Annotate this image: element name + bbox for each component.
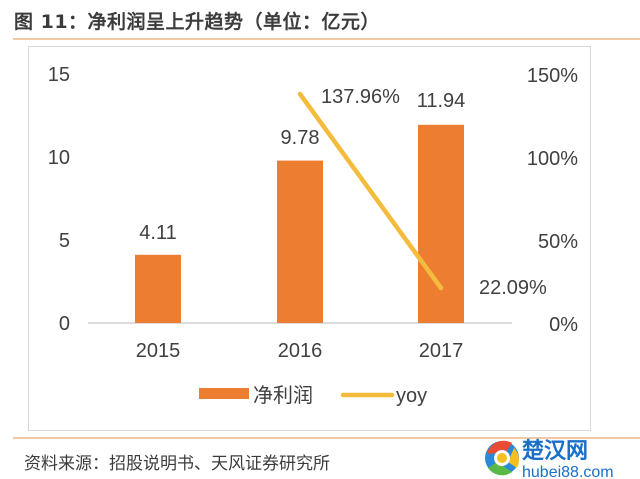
chart-title: 图 11：净利润呈上升趋势（单位：亿元） — [14, 11, 381, 33]
left-tick: 10 — [48, 147, 70, 169]
left-axis: 0 5 10 15 — [48, 64, 70, 335]
legend-label-line: yoy — [396, 385, 427, 407]
right-tick: 150% — [527, 65, 578, 87]
right-tick: 100% — [527, 148, 578, 170]
legend-swatch-bar — [199, 388, 249, 399]
left-tick: 5 — [59, 230, 70, 252]
bar-2015 — [135, 254, 181, 323]
bar-label-2016: 9.78 — [281, 127, 320, 149]
right-tick: 0% — [549, 314, 578, 336]
x-tick: 2015 — [136, 340, 181, 362]
watermark-brand: 楚汉网 — [522, 438, 588, 463]
watermark-url: hubei88.com — [522, 464, 614, 479]
header-divider — [13, 38, 640, 40]
x-tick: 2017 — [419, 340, 464, 362]
yoy-label-2016: 137.96% — [321, 86, 400, 108]
legend-label-bar: 净利润 — [253, 384, 313, 407]
bar-series — [135, 124, 464, 323]
yoy-line — [297, 91, 444, 291]
bar-2017 — [418, 124, 464, 323]
globe-icon — [485, 440, 519, 476]
source-note: 资料来源：招股说明书、天风证券研究所 — [24, 454, 330, 474]
right-axis: 0% 50% 100% 150% — [527, 65, 578, 336]
footer-divider — [13, 437, 640, 439]
left-tick: 0 — [59, 313, 70, 335]
right-tick: 50% — [538, 231, 578, 253]
x-tick: 2016 — [278, 340, 323, 362]
bar-label-2015: 4.11 — [139, 222, 176, 244]
bar-2016 — [277, 160, 323, 323]
bar-label-2017: 11.94 — [417, 90, 466, 112]
watermark-logo: 楚汉网 hubei88.com — [485, 438, 614, 479]
legend: 净利润 yoy — [199, 384, 427, 407]
left-tick: 15 — [48, 64, 70, 86]
yoy-label-2017: 22.09% — [479, 277, 547, 299]
